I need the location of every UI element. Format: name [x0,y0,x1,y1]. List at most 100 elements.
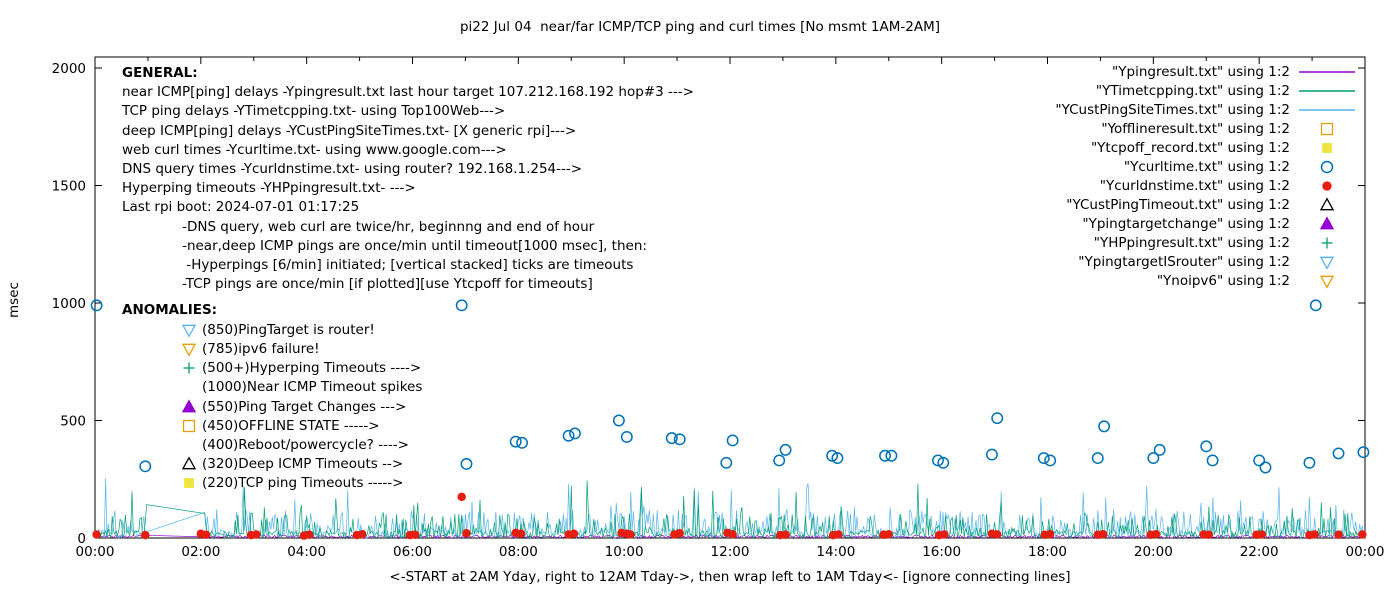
Ycurltime-point [1303,456,1316,469]
general-line: TCP ping delays -YTimetcpping.txt- using… [122,103,506,120]
square-open-icon [1320,122,1334,135]
Ycurldnstime-point [457,492,466,502]
anomaly-item: (450)OFFLINE STATE -----> [180,416,422,435]
Ycurltime-point [1206,454,1219,467]
anomaly-item: (785)ipv6 failure! [180,339,422,358]
general-line: near ICMP[ping] delays -Ypingresult.txt … [122,84,694,101]
legend-line-sample [1299,89,1355,92]
anomaly-label: (785)ipv6 failure! [202,340,320,357]
x-tick-label: 22:00 [1240,544,1279,560]
Ycurldnstime-point [1045,529,1055,539]
triangle-down-open-icon [181,324,197,338]
Ycurltime-point [1037,452,1050,465]
square-filled-icon [184,478,194,489]
anomaly-label: (850)PingTarget is router! [202,321,375,338]
Ycurltime-point [1357,446,1370,459]
Ycurldnstime-point [462,529,471,538]
anomaly-item: (500+)Hyperping Timeouts ----> [180,359,422,378]
legend-entry: "YTimetcpping.txt" using 1:2 [1055,81,1358,100]
anomaly-item: (220)TCP ping Timeouts -----> [180,474,422,493]
chart-title: pi22 Jul 04 near/far ICMP/TCP ping and c… [459,19,941,35]
y-tick-label: 1000 [52,296,86,312]
Ycurldnstime-point [992,530,1002,539]
Ycurldnstime-point [781,530,790,539]
x-tick-label: 04:00 [287,544,326,560]
x-tick-label: 16:00 [922,544,961,560]
x-tick-label: 10:00 [605,544,644,560]
x-tick-label: 00:00 [1346,544,1385,560]
general-line: web curl times -Ycurltime.txt- using www… [122,141,507,158]
legend-label: "YCustPingSiteTimes.txt" using 1:2 [1055,101,1290,118]
anomaly-label: (320)Deep ICMP Timeouts --> [202,456,404,473]
x-tick-label: 20:00 [1134,544,1173,560]
general-annotation-block: GENERAL: near ICMP[ping] delays -Ypingres… [122,64,694,294]
anomaly-label: (1000)Near ICMP Timeout spikes [202,379,423,396]
anomaly-label: (450)OFFLINE STATE -----> [202,417,380,434]
Ycurldnstime-point [410,530,420,539]
Ycurltime-point [460,458,473,470]
Ycurldnstime-point [1334,530,1343,539]
Ycurltime-point [455,299,468,312]
anomaly-marker-spacer [180,379,200,395]
general-line: -TCP pings are once/min [if plotted][use… [122,276,593,293]
legend-label: "YCustPingTimeout.txt" using 1:2 [1066,196,1290,213]
x-tick-label: 06:00 [393,544,432,560]
triangle-up-filled-icon [181,398,197,412]
legend-label: "Ycurltime.txt" using 1:2 [1123,158,1290,175]
Ycurltime-point [1259,461,1272,474]
y-tick-label: 1500 [52,179,86,195]
Ycurldnstime-point [1204,530,1214,539]
square-open-icon [182,419,196,432]
anomalies-heading: ANOMALIES: [122,302,218,318]
Ycurldnstime-point [834,530,843,539]
circle-open-icon [1320,160,1334,173]
Ycurldnstime-point [201,530,211,539]
general-line: Hyperping timeouts -YHPpingresult.txt- -… [122,180,416,197]
anomaly-item: (550)Ping Target Changes ---> [180,397,422,416]
triangle-down-open-icon [181,343,197,357]
Ycurltime-point [1332,447,1345,460]
y-tick-label: 2000 [52,61,86,77]
x-tick-label: 12:00 [711,544,750,560]
triangle-up-filled-icon [1319,215,1335,229]
triangle-down-open-icon [181,324,197,338]
Ycurldnstime-point [1358,530,1367,539]
general-line: deep ICMP[ping] delays -YCustPingSiteTim… [122,122,577,139]
triangle-down-open-icon [1319,256,1335,270]
legend-label: "Ynoipv6" using 1:2 [1156,272,1290,289]
legend-entry: "Ypingresult.txt" using 1:2 [1055,62,1358,81]
Ycurldnstime-point [252,530,261,539]
Ycurltime-point [90,299,103,312]
Ycurldnstime-point [357,529,367,539]
anomaly-marker-spacer [180,437,200,453]
triangle-down-open-icon [181,343,197,357]
Ycurltime-point [831,452,844,465]
legend-entry: "Ypingtargetchange" using 1:2 [1055,214,1358,233]
Ycurltime-point [1098,420,1111,433]
Ycurltime-point [937,456,950,469]
anomaly-label: (400)Reboot/powercycle? ----> [202,436,409,453]
legend-line-sample [1299,108,1355,111]
legend-label: "Ypingresult.txt" using 1:2 [1112,63,1290,80]
triangle-up-open-icon [181,456,197,470]
x-tick-label: 08:00 [499,544,538,560]
triangle-down-open-icon [1319,256,1335,270]
plus-icon [183,362,195,374]
legend-entry: "Ynoipv6" using 1:2 [1055,271,1358,290]
general-line: -DNS query, web curl are twice/hr, begin… [122,218,595,235]
Ycurltime-point [1044,454,1057,467]
legend-label: "YTimetcpping.txt" using 1:2 [1095,82,1290,99]
Ycurltime-point [779,443,792,456]
legend-label: "YpingtargetISrouter" using 1:2 [1078,253,1290,270]
square-filled-icon [184,478,194,489]
anomaly-label: (220)TCP ping Timeouts -----> [202,475,404,492]
legend-label: "Ycurldnstime.txt" using 1:2 [1099,177,1290,194]
y-axis-label: msec [6,282,22,318]
triangle-down-open-icon [1319,275,1335,289]
Ycurldnstime-point [1098,529,1108,539]
Ycurldnstime-point [728,529,737,539]
square-filled-icon [1322,142,1332,153]
Ycurltime-point [673,433,686,446]
Ycurltime-point [720,456,733,469]
